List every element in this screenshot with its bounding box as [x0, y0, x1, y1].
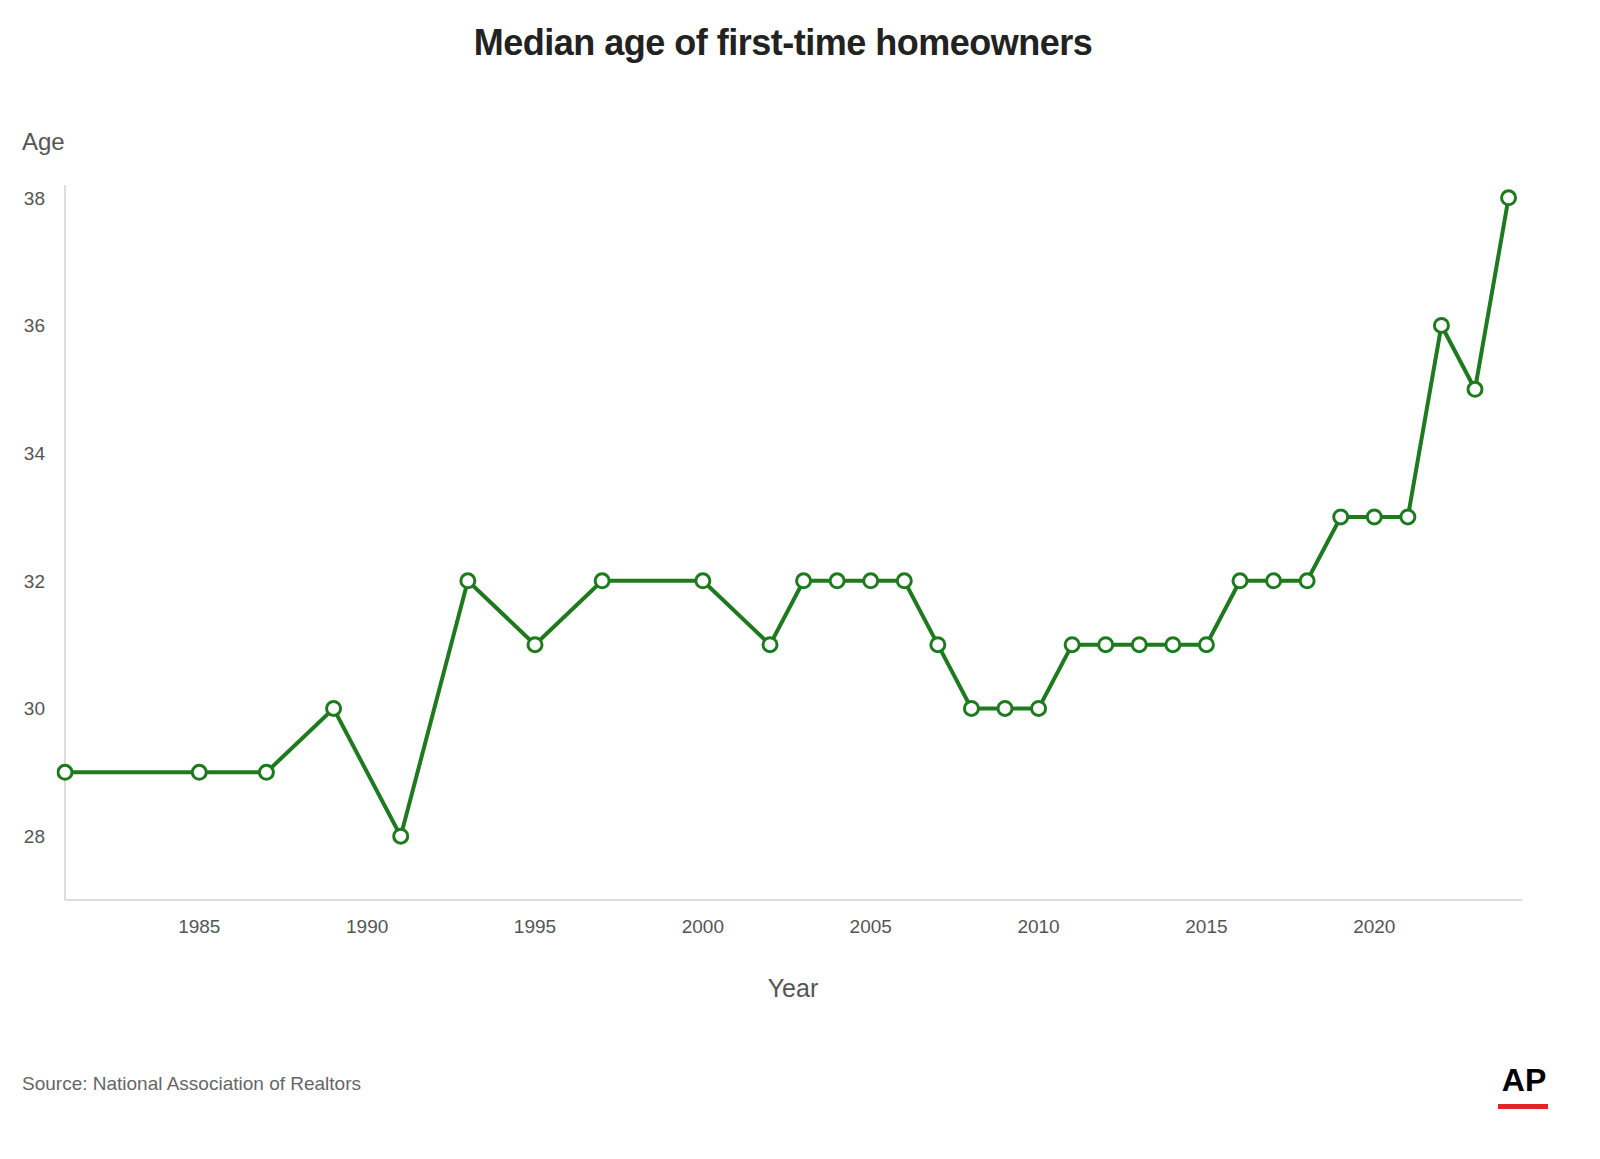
svg-text:2020: 2020 — [1353, 916, 1395, 937]
html-text:Year: Year — [767, 974, 819, 1002]
svg-text:2015: 2015 — [1185, 916, 1227, 937]
html-text:Source: National Association o: Source: National Association of Realtors — [22, 1073, 361, 1094]
svg-text:2005: 2005 — [850, 916, 892, 937]
html-text:AP: AP — [1501, 1062, 1547, 1098]
svg-text:34: 34 — [24, 443, 46, 464]
html-text:Age: Age — [22, 128, 65, 155]
svg-text:2000: 2000 — [682, 916, 724, 937]
svg-text:1990: 1990 — [346, 916, 388, 937]
svg-text:2010: 2010 — [1017, 916, 1059, 937]
svg-text:36: 36 — [24, 315, 45, 336]
svg-text:38: 38 — [24, 188, 45, 209]
svg-text:28: 28 — [24, 826, 45, 847]
svg-text:32: 32 — [24, 571, 45, 592]
svg-text:1995: 1995 — [514, 916, 556, 937]
svg-text:1985: 1985 — [178, 916, 220, 937]
html-text:Median age of first-time homeo: Median age of first-time homeowners — [473, 22, 1093, 63]
svg-text:30: 30 — [24, 698, 45, 719]
